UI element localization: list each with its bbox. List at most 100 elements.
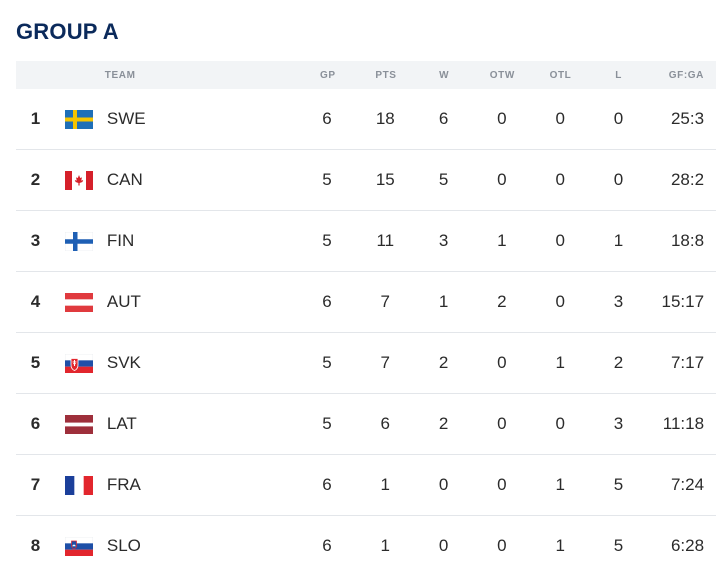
w-value: 0 bbox=[438, 536, 449, 555]
otl-value: 1 bbox=[555, 475, 565, 494]
gfga-value: 7:17 bbox=[670, 353, 705, 372]
header-l[interactable]: L bbox=[615, 69, 622, 81]
table-row[interactable]: 6 LAT 5 6 2 0 0 3 11:18 bbox=[16, 394, 716, 455]
otl-value: 0 bbox=[555, 231, 565, 250]
team-cell[interactable]: LAT bbox=[55, 414, 298, 434]
w-value: 5 bbox=[438, 170, 449, 189]
w-value: 1 bbox=[438, 292, 449, 311]
flag-icon-slo bbox=[64, 536, 93, 556]
group-title: GROUP A bbox=[16, 19, 119, 44]
otw-value: 0 bbox=[497, 475, 507, 494]
gp-value: 6 bbox=[322, 475, 332, 494]
w-value: 2 bbox=[438, 414, 449, 433]
gfga-value: 18:8 bbox=[670, 231, 705, 250]
otl-value: 0 bbox=[555, 170, 565, 189]
table-row[interactable]: 3 FIN 5 11 3 1 0 1 18:8 bbox=[16, 211, 716, 272]
team-name[interactable]: FIN bbox=[106, 231, 135, 250]
team-name[interactable]: FRA bbox=[106, 475, 141, 494]
header-otw[interactable]: OTW bbox=[489, 69, 515, 81]
otw-value: 0 bbox=[497, 536, 507, 555]
gp-value: 6 bbox=[322, 109, 332, 128]
otl-value: 0 bbox=[555, 109, 565, 128]
flag-icon-can bbox=[64, 170, 93, 190]
otw-value: 1 bbox=[497, 231, 507, 250]
gp-value: 5 bbox=[322, 231, 332, 250]
pts-value: 1 bbox=[380, 475, 391, 494]
standings-table: TEAM GP PTS W OTW OTL L GF:GA 1 SWE 6 18… bbox=[16, 61, 716, 576]
table-row[interactable]: 4 AUT 6 7 1 2 0 3 15:17 bbox=[16, 272, 716, 333]
pts-value: 1 bbox=[380, 536, 391, 555]
table-row[interactable]: 8 SLO 6 1 0 0 1 5 6:28 bbox=[16, 516, 716, 576]
flag-icon-aut bbox=[64, 292, 93, 312]
pts-value: 18 bbox=[375, 109, 395, 128]
header-gfga[interactable]: GF:GA bbox=[668, 69, 704, 81]
team-cell[interactable]: SLO bbox=[55, 536, 298, 556]
header-otl[interactable]: OTL bbox=[549, 69, 572, 81]
team-cell[interactable]: FRA bbox=[55, 475, 298, 495]
header-team[interactable]: TEAM bbox=[104, 69, 136, 81]
otw-value: 0 bbox=[497, 353, 507, 372]
gfga-value: 25:3 bbox=[670, 109, 705, 128]
gfga-value: 11:18 bbox=[662, 414, 705, 433]
rank: 3 bbox=[30, 231, 41, 250]
l-value: 1 bbox=[613, 231, 624, 250]
team-cell[interactable]: SWE bbox=[55, 109, 298, 129]
otl-value: 1 bbox=[555, 353, 565, 372]
l-value: 0 bbox=[613, 109, 624, 128]
l-value: 5 bbox=[613, 475, 624, 494]
team-cell[interactable]: FIN bbox=[55, 231, 298, 251]
otw-value: 0 bbox=[497, 414, 507, 433]
rank: 8 bbox=[30, 536, 41, 555]
pts-value: 15 bbox=[375, 170, 395, 189]
pts-value: 7 bbox=[380, 292, 391, 311]
header-gp[interactable]: GP bbox=[319, 69, 336, 81]
pts-value: 7 bbox=[380, 353, 391, 372]
gfga-value: 15:17 bbox=[661, 292, 705, 311]
l-value: 0 bbox=[613, 170, 624, 189]
l-value: 2 bbox=[613, 353, 624, 372]
rank: 5 bbox=[30, 353, 41, 372]
w-value: 6 bbox=[438, 109, 449, 128]
team-name[interactable]: SWE bbox=[106, 109, 146, 128]
team-name[interactable]: AUT bbox=[106, 292, 141, 311]
gfga-value: 7:24 bbox=[670, 475, 705, 494]
team-name[interactable]: SLO bbox=[106, 536, 141, 555]
gp-value: 5 bbox=[322, 414, 332, 433]
header-pts[interactable]: PTS bbox=[375, 69, 397, 81]
otl-value: 0 bbox=[555, 292, 565, 311]
l-value: 3 bbox=[613, 414, 624, 433]
w-value: 0 bbox=[438, 475, 449, 494]
otl-value: 1 bbox=[555, 536, 565, 555]
team-cell[interactable]: CAN bbox=[55, 170, 298, 190]
l-value: 5 bbox=[613, 536, 624, 555]
gp-value: 5 bbox=[322, 353, 332, 372]
flag-icon-swe bbox=[64, 109, 93, 129]
pts-value: 6 bbox=[380, 414, 391, 433]
otw-value: 2 bbox=[497, 292, 507, 311]
table-row[interactable]: 5 SVK 5 7 2 0 1 2 7:17 bbox=[16, 333, 716, 394]
otl-value: 0 bbox=[555, 414, 565, 433]
team-name[interactable]: CAN bbox=[106, 170, 143, 189]
team-name[interactable]: LAT bbox=[106, 414, 137, 433]
rank: 4 bbox=[30, 292, 41, 311]
otw-value: 0 bbox=[497, 170, 507, 189]
gfga-value: 6:28 bbox=[670, 536, 705, 555]
table-row[interactable]: 1 SWE 6 18 6 0 0 0 25:3 bbox=[16, 89, 716, 150]
table-row[interactable]: 2 CAN 5 15 5 0 0 0 28:2 bbox=[16, 150, 716, 211]
table-body: 1 SWE 6 18 6 0 0 0 25:3 2 CAN 5 15 5 0 0… bbox=[16, 89, 716, 576]
flag-icon-fra bbox=[64, 475, 93, 495]
gp-value: 6 bbox=[322, 536, 332, 555]
rank: 7 bbox=[30, 475, 41, 494]
gfga-value: 28:2 bbox=[670, 170, 705, 189]
table-row[interactable]: 7 FRA 6 1 0 0 1 5 7:24 bbox=[16, 455, 716, 516]
gp-value: 5 bbox=[322, 170, 332, 189]
team-name[interactable]: SVK bbox=[106, 353, 141, 372]
flag-icon-lat bbox=[64, 414, 93, 434]
flag-icon-svk bbox=[64, 353, 93, 373]
team-cell[interactable]: AUT bbox=[55, 292, 298, 312]
gp-value: 6 bbox=[322, 292, 332, 311]
otw-value: 0 bbox=[497, 109, 507, 128]
team-cell[interactable]: SVK bbox=[55, 353, 298, 373]
table-header: TEAM GP PTS W OTW OTL L GF:GA bbox=[16, 61, 716, 89]
header-w[interactable]: W bbox=[439, 69, 450, 81]
